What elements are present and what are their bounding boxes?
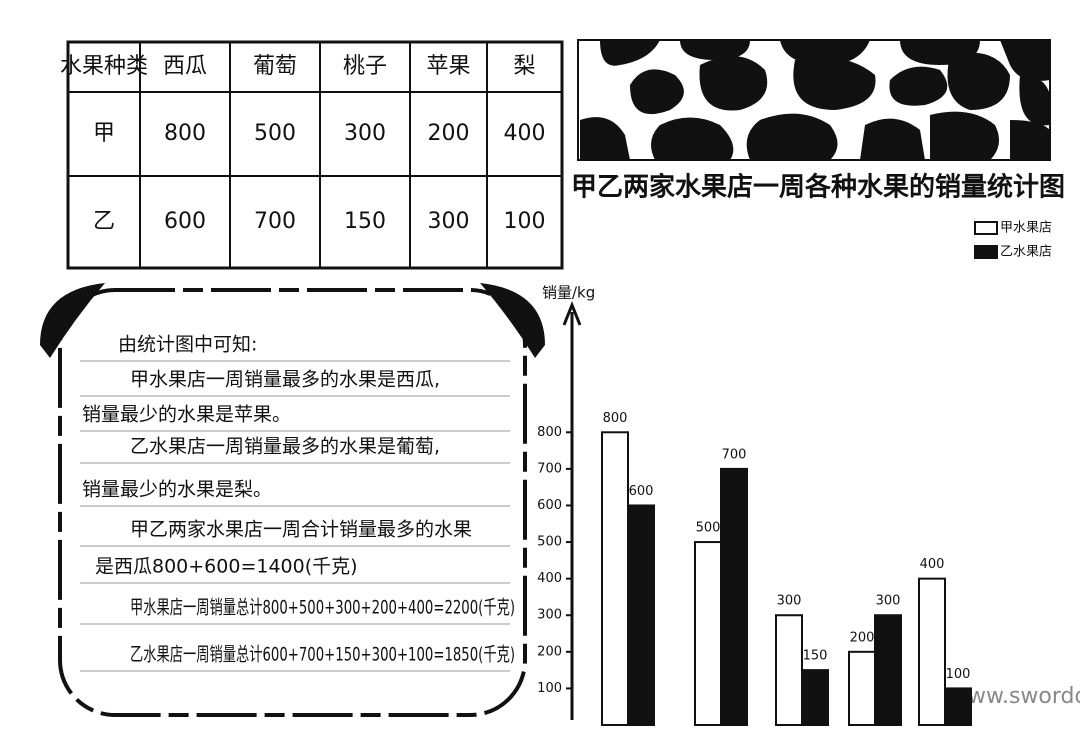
bar (944, 687, 972, 727)
table-cell: 150 (344, 209, 386, 234)
bar (801, 669, 829, 726)
y-tick-label: 300 (537, 608, 562, 623)
table-cell: 600 (164, 209, 206, 234)
bar (775, 614, 803, 727)
bubble-ears (40, 283, 545, 358)
cow-pattern (577, 39, 1051, 161)
legend-swatch (974, 245, 998, 259)
y-axis-arrow (562, 300, 582, 326)
note-line: 甲水果店一周销量总计800+500+300+200+400=2200(千克) (130, 597, 515, 619)
y-tick-label: 600 (537, 498, 562, 513)
value-label: 300 (876, 594, 901, 609)
value-label: 300 (777, 594, 802, 609)
y-tick-label: 200 (537, 644, 562, 659)
note-line: 销量最少的水果是梨。 (82, 479, 272, 501)
table-cell: 乙 (93, 209, 115, 234)
chart-title: 甲乙两家水果店一周各种水果的销量统计图 (571, 172, 1065, 203)
value-label: 800 (603, 411, 628, 426)
table-header: 苹果 (426, 54, 470, 79)
note-line: 甲乙两家水果店一周合计销量最多的水果 (130, 519, 472, 541)
table-cell: 700 (254, 209, 296, 234)
note-line: 甲水果店一周销量最多的水果是西瓜, (130, 369, 440, 391)
value-label: 500 (696, 521, 721, 536)
value-label: 600 (629, 484, 654, 499)
table-header: 梨 (513, 54, 535, 79)
table-cell: 300 (344, 121, 386, 146)
y-tick-label: 500 (537, 535, 562, 550)
note-line: 乙水果店一周销量总计600+700+150+300+100=1850(千克) (130, 644, 515, 666)
bar (918, 577, 946, 727)
bar (874, 614, 902, 727)
table-cell: 300 (428, 209, 470, 234)
table-cell: 400 (504, 121, 546, 146)
legend-label: 甲水果店 (1000, 221, 1052, 236)
table-cell: 甲 (93, 121, 115, 146)
value-label: 400 (920, 557, 945, 572)
table-header: 桃子 (343, 54, 387, 79)
table-cell: 500 (254, 121, 296, 146)
value-label: 150 (803, 649, 828, 664)
y-tick-label: 100 (537, 681, 562, 696)
table-header: 水果种类 (60, 54, 148, 79)
value-label: 700 (722, 447, 747, 462)
note-line: 由统计图中可知: (118, 334, 257, 356)
table-frame (66, 40, 564, 270)
table-header: 西瓜 (163, 54, 207, 79)
y-axis-label: 销量/kg (542, 284, 595, 302)
value-label: 200 (850, 630, 875, 645)
note-line: 是西瓜800+600=1400(千克) (95, 556, 358, 578)
value-label: 100 (946, 667, 971, 682)
table-header: 葡萄 (253, 54, 297, 79)
bar (848, 650, 876, 726)
legend-label: 乙水果店 (1000, 245, 1052, 260)
table-cell: 800 (164, 121, 206, 146)
bar (601, 431, 629, 726)
y-tick-label: 700 (537, 461, 562, 476)
bar (694, 541, 722, 726)
table-cell: 200 (428, 121, 470, 146)
bar (627, 504, 655, 727)
note-bubble (58, 288, 527, 717)
note-line: 乙水果店一周销量最多的水果是葡萄, (130, 436, 440, 458)
y-tick-label: 800 (537, 425, 562, 440)
bar (720, 467, 748, 726)
note-line: 销量最少的水果是苹果。 (82, 404, 291, 426)
legend-swatch (974, 221, 998, 235)
y-tick-label: 400 (537, 571, 562, 586)
table-cell: 100 (504, 209, 546, 234)
